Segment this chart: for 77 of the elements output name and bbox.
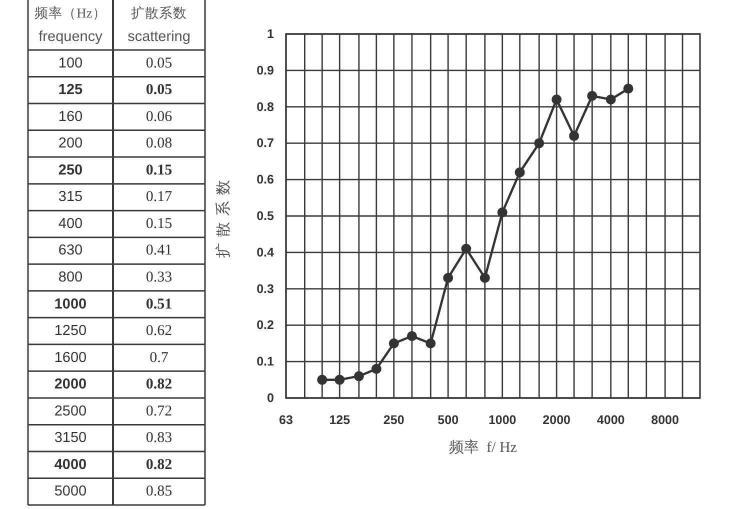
y-tick-label: 0.2 (256, 318, 274, 332)
point (606, 94, 616, 105)
point (552, 94, 562, 105)
x-tick-label: 2000 (542, 413, 571, 427)
table-frequency: 1600 (54, 350, 87, 366)
x-tick-label: 8000 (651, 413, 680, 427)
x-axis-title: 频率 f/ Hz (449, 440, 517, 456)
y-tick-label: 0.1 (256, 354, 274, 369)
point (406, 331, 417, 342)
point (497, 207, 508, 218)
table-value: 0.7 (150, 350, 168, 366)
point (334, 374, 345, 385)
point (623, 84, 634, 94)
table-frequency: 200 (58, 136, 83, 152)
point (388, 338, 399, 348)
table-frequency: 4000 (54, 456, 87, 473)
table-frequency: 125 (58, 82, 83, 98)
point (514, 167, 525, 178)
table-frequency: 1250 (54, 323, 87, 340)
table-frequency: 315 (58, 189, 83, 206)
y-tick-label: 0.5 (256, 209, 274, 223)
table-value: 0.15 (146, 162, 172, 178)
point (587, 90, 598, 101)
x-tick-label: 63 (279, 413, 293, 427)
table-frequency: 400 (58, 216, 83, 232)
table-frequency: 5000 (54, 484, 87, 500)
y-tick-label: 0.7 (256, 136, 274, 150)
point (443, 272, 454, 283)
table-header: 扩散系数 (131, 6, 187, 20)
point (426, 338, 436, 348)
table-value: 0.08 (146, 136, 172, 152)
point (461, 244, 472, 254)
table-header: 频率（Hz） (34, 6, 106, 20)
table-frequency: 3150 (54, 430, 87, 446)
point (317, 374, 328, 385)
table-frequency: 160 (58, 108, 83, 125)
table-frequency: 100 (58, 55, 83, 72)
y-tick-label: 0 (267, 391, 274, 405)
y-tick-label: 0.4 (256, 245, 274, 260)
table-value: 0.83 (146, 430, 172, 446)
y-tick-label: 0.6 (256, 172, 274, 187)
point (371, 364, 382, 374)
y-tick-label: 1 (267, 27, 274, 41)
table-frequency: 800 (58, 270, 83, 286)
point (480, 272, 490, 283)
y-tick-label: 0.8 (256, 100, 274, 114)
x-tick-label: 4000 (596, 413, 625, 427)
x-tick-label: 125 (329, 413, 350, 427)
table-value: 0.15 (146, 216, 172, 232)
table-value: 0.05 (146, 82, 172, 98)
y-axis-title: 扩散系数 (216, 174, 232, 258)
table-value: 0.72 (146, 403, 172, 420)
y-tick-label: 0.3 (256, 282, 274, 296)
table-frequency: 1000 (54, 296, 87, 312)
point (354, 371, 364, 382)
table-value: 0.41 (146, 242, 172, 259)
table-value: 0.06 (146, 108, 172, 125)
x-tick-label: 250 (383, 413, 404, 427)
table-frequency: 2000 (54, 376, 87, 393)
table-header: frequency (38, 29, 102, 45)
table-frequency: 630 (58, 242, 83, 259)
table-value: 0.82 (146, 456, 172, 473)
table-header: scattering (128, 29, 190, 45)
table-value: 0.51 (146, 296, 172, 312)
table-value: 0.33 (146, 270, 172, 286)
table-value: 0.85 (146, 484, 172, 500)
table-value: 0.17 (146, 189, 172, 206)
point (534, 138, 544, 148)
x-tick-label: 1000 (488, 413, 516, 427)
table-value: 0.62 (146, 323, 172, 340)
table-value: 0.05 (146, 55, 172, 72)
table-frequency: 250 (58, 162, 83, 178)
table-value: 0.82 (146, 376, 172, 393)
table-frequency: 2500 (54, 403, 87, 420)
y-tick-label: 0.9 (256, 63, 274, 78)
point (569, 130, 580, 141)
x-tick-label: 500 (438, 413, 459, 427)
